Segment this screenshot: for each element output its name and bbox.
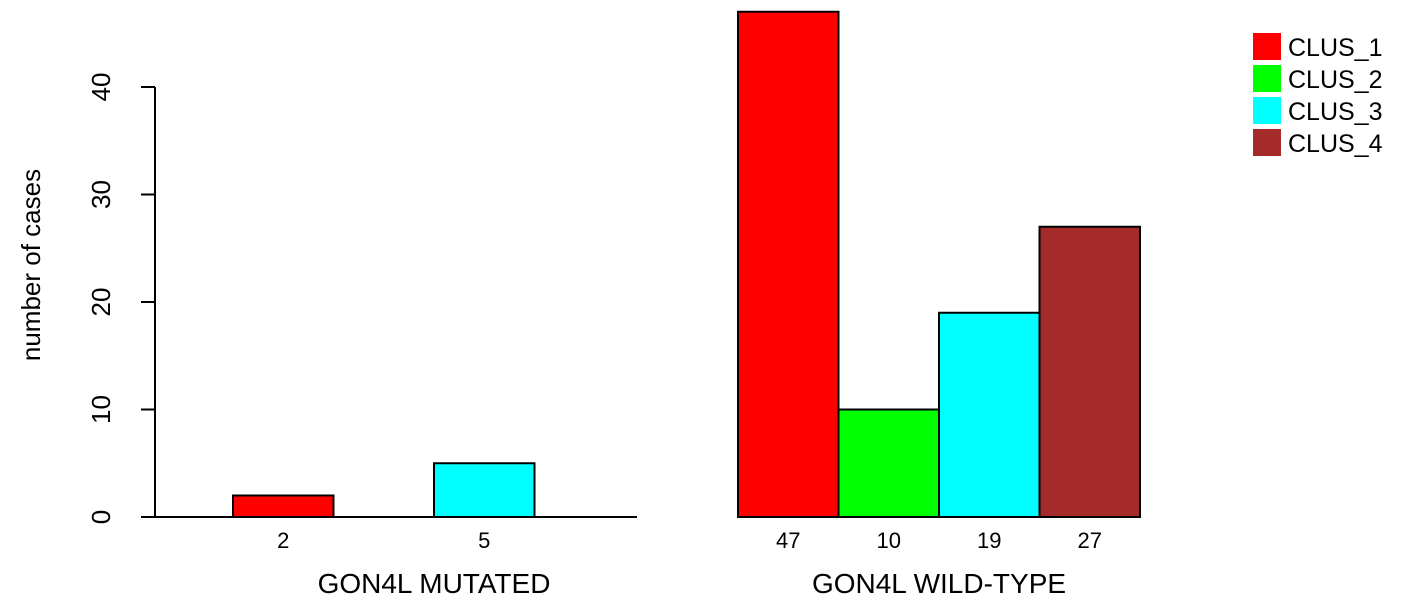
legend-item: CLUS_2 xyxy=(1253,65,1383,94)
group-label: GON4L MUTATED xyxy=(318,568,551,599)
bar xyxy=(433,462,536,518)
bar xyxy=(232,494,335,518)
bar-groups: 2 5 GON4L MUTATED 47 10 19 27 GON4L WILD-TYPE xyxy=(155,10,1141,599)
bar-count-label: 27 xyxy=(1078,528,1102,553)
legend-item: CLUS_3 xyxy=(1253,97,1383,126)
legend-item: CLUS_1 xyxy=(1253,33,1383,62)
legend: CLUS_1 CLUS_2 CLUS_3 CLUS_4 xyxy=(1253,33,1383,158)
bar xyxy=(837,408,940,518)
legend-label: CLUS_1 xyxy=(1288,34,1383,62)
bar-count-label: 2 xyxy=(277,528,289,553)
legend-swatch xyxy=(1253,129,1281,156)
bar-count-label: 47 xyxy=(776,528,800,553)
bar-count-label: 10 xyxy=(877,528,901,553)
bar-group: 47 10 19 27 GON4L WILD-TYPE xyxy=(737,10,1141,599)
y-tick-label: 10 xyxy=(86,395,116,424)
legend-label: CLUS_3 xyxy=(1288,98,1383,126)
legend-item: CLUS_4 xyxy=(1253,129,1383,158)
bar xyxy=(938,311,1041,518)
group-label: GON4L WILD-TYPE xyxy=(812,568,1066,599)
bar xyxy=(1038,225,1141,518)
y-axis: 0 10 20 30 40 xyxy=(86,73,156,524)
legend-swatch xyxy=(1253,33,1281,60)
y-tick-label: 0 xyxy=(86,510,116,524)
legend-label: CLUS_4 xyxy=(1288,130,1383,158)
bar-group: 2 5 GON4L MUTATED xyxy=(155,462,637,599)
bar-count-label: 5 xyxy=(478,528,490,553)
bar-count-label: 19 xyxy=(977,528,1001,553)
legend-swatch xyxy=(1253,97,1281,124)
y-axis-label: number of cases xyxy=(16,169,46,361)
bar xyxy=(737,10,840,518)
legend-swatch xyxy=(1253,65,1281,92)
y-tick-label: 40 xyxy=(86,73,116,102)
y-tick-label: 30 xyxy=(86,180,116,209)
y-tick-label: 20 xyxy=(86,288,116,317)
legend-label: CLUS_2 xyxy=(1288,66,1383,94)
